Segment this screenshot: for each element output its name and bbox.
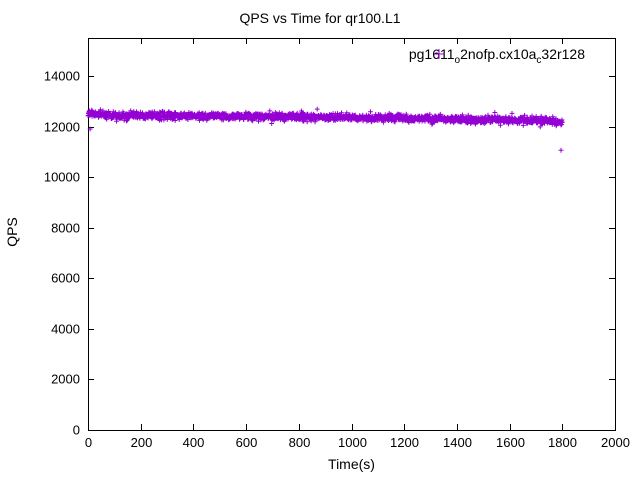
scatter-series-points: [85, 106, 565, 153]
y-tick-label: 14000: [44, 69, 80, 84]
x-tick-label: 600: [236, 435, 258, 450]
y-tick-label: 6000: [51, 271, 80, 286]
x-tick-label: 2000: [601, 435, 630, 450]
y-tick-label: 2000: [51, 372, 80, 387]
y-tick-label: 4000: [51, 322, 80, 337]
x-tick-label: 800: [289, 435, 311, 450]
plot-border: [88, 38, 616, 431]
legend-series-label: pg1611o2nofp.cx10ac32r128: [408, 46, 585, 66]
x-axis-label: Time(s): [328, 456, 375, 472]
y-tick-label: 10000: [44, 170, 80, 185]
y-tick-label: 12000: [44, 120, 80, 135]
y-tick-label: 8000: [51, 221, 80, 236]
x-tick-label: 0: [85, 435, 92, 450]
chart-title: QPS vs Time for qr100.L1: [239, 10, 401, 26]
x-tick-label: 1800: [548, 435, 577, 450]
x-tick-label: 1200: [390, 435, 419, 450]
x-tick-label: 1000: [338, 435, 367, 450]
x-tick-label: 200: [131, 435, 153, 450]
x-tick-label: 1400: [443, 435, 472, 450]
legend-plus-marker-icon: [433, 49, 444, 59]
legend: pg1611o2nofp.cx10ac32r128: [408, 46, 585, 66]
x-tick-label: 400: [183, 435, 205, 450]
x-tick-label: 1600: [496, 435, 525, 450]
y-tick-label: 0: [73, 423, 80, 438]
